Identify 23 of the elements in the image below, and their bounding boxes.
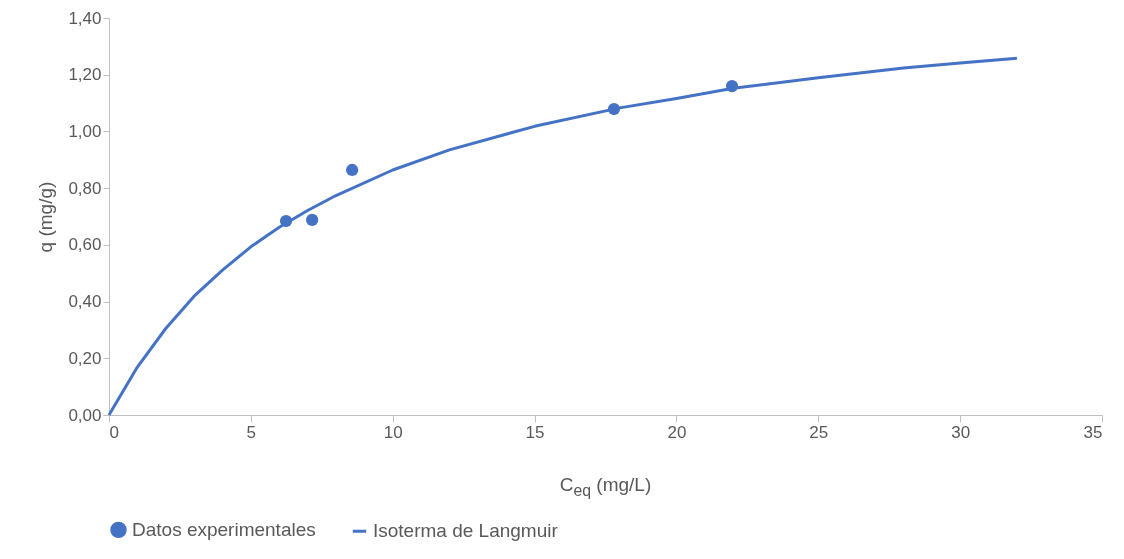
x-tick-label: 5: [246, 422, 257, 442]
x-tick-label: 15: [525, 422, 545, 442]
x-tick-label: 25: [809, 422, 829, 442]
y-tick-label: 0,20: [68, 348, 102, 368]
x-tick-label: 10: [383, 422, 403, 442]
point: [346, 163, 359, 177]
x-axis-title: C$_{eq}$ (mg/L): [558, 474, 653, 500]
y-tick-label: 0,40: [68, 292, 102, 312]
y-tick-label: 1,40: [68, 8, 102, 28]
legend-label: Datos experimentales: [132, 518, 316, 540]
x-tick-label: 0: [109, 422, 119, 442]
y-axis-title: q (mg/g): [35, 181, 57, 253]
y-tick-label: 1,20: [68, 65, 102, 85]
x-tick-label: 30: [951, 422, 971, 442]
x-tick-label: 20: [667, 422, 687, 442]
y-tick-label: 0,80: [68, 178, 102, 198]
y-tick-label: 0,60: [68, 235, 102, 255]
y-tick-label: 0,00: [68, 405, 102, 425]
x-tick-label: 35: [1083, 422, 1103, 442]
point: [306, 213, 319, 227]
y-tick-label: 1,00: [68, 121, 102, 141]
legend-label: Isoterma de Langmuir: [373, 520, 559, 542]
line-series: [107, 56, 1019, 417]
